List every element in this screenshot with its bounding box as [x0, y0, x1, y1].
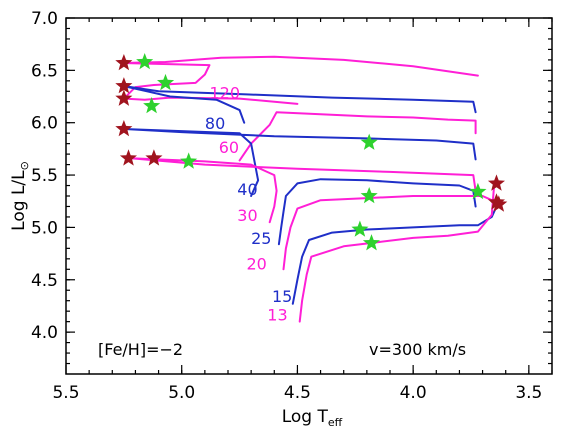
green-star-marker: [180, 152, 198, 169]
track-60-msun: [238, 111, 477, 162]
marker-stars: [115, 53, 508, 251]
mass-label-30: 30: [237, 206, 257, 225]
y-tick-label: 5.0: [31, 218, 58, 238]
green-star-marker: [157, 73, 175, 91]
x-tick-label: 4.0: [400, 383, 427, 403]
red-star-marker: [115, 89, 133, 106]
green-star-marker: [362, 234, 380, 251]
track-20-msun: [282, 195, 496, 271]
red-star-marker: [487, 174, 505, 191]
mass-label-20: 20: [247, 254, 267, 273]
mass-label-40: 40: [237, 180, 257, 199]
x-axis-label-sub: eff: [328, 416, 343, 429]
mass-label-80: 80: [205, 114, 225, 133]
mass-label-120: 120: [210, 84, 241, 103]
y-tick-label: 5.5: [31, 166, 58, 186]
y-tick-label: 6.0: [31, 114, 58, 134]
y-axis-label-sub: ⊙: [18, 161, 31, 170]
x-axis-label-main: Log T: [282, 407, 329, 427]
red-star-marker: [119, 149, 137, 166]
green-star-marker: [351, 220, 369, 237]
y-tick-label: 6.5: [31, 61, 58, 81]
mass-label-15: 15: [272, 287, 292, 306]
track-80-msun: [122, 85, 477, 124]
red-star-marker: [145, 149, 163, 166]
y-tick-label: 4.0: [31, 323, 58, 343]
green-star-marker: [143, 97, 161, 114]
green-star-marker: [136, 53, 154, 70]
y-axis-label-main: Log L/L: [9, 170, 29, 231]
track-40-msun: [122, 128, 477, 197]
x-tick-label: 3.5: [515, 383, 542, 403]
green-star-marker: [360, 187, 378, 204]
green-star-marker: [360, 133, 378, 150]
metallicity-annotation: [Fe/H]=−2: [98, 340, 183, 359]
axis-ticks: 5.5 5.0 4.5 4.0 3.5 4.0 4.5 5.0 5.5 6.0 6.5 7.0: [31, 9, 553, 403]
track-30-msun: [129, 157, 477, 224]
track-15-msun: [291, 205, 498, 305]
green-star-marker: [469, 182, 487, 200]
track-13-msun: [298, 184, 496, 323]
red-star-marker: [115, 54, 133, 71]
mass-label-13: 13: [267, 306, 287, 325]
y-tick-label: 4.5: [31, 271, 58, 291]
track-120-msun: [122, 55, 479, 105]
mass-label-25: 25: [251, 229, 271, 248]
velocity-annotation: v=300 km/s: [369, 340, 466, 359]
x-tick-label: 4.5: [284, 383, 311, 403]
x-tick-label: 5.5: [52, 383, 79, 403]
y-axis-label: Log L/L⊙: [9, 161, 31, 231]
red-star-marker: [115, 77, 133, 94]
x-tick-label: 5.0: [168, 383, 195, 403]
mass-label-60: 60: [219, 138, 239, 157]
track-25-msun: [277, 178, 477, 246]
x-axis-label: Log Teff: [282, 407, 343, 429]
red-star-marker: [115, 120, 133, 137]
y-tick-label: 7.0: [31, 9, 58, 29]
red-star-marker: [490, 195, 508, 212]
evolutionary-tracks: [122, 55, 498, 323]
